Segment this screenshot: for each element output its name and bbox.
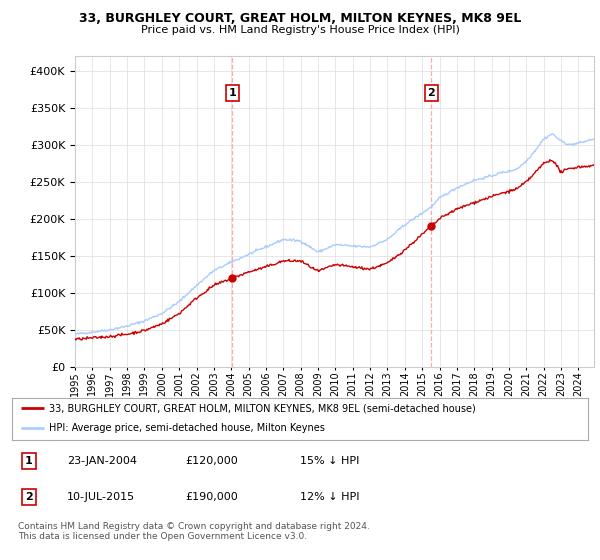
Text: 1: 1 [229,88,236,98]
Text: 12% ↓ HPI: 12% ↓ HPI [300,492,359,502]
Text: Contains HM Land Registry data © Crown copyright and database right 2024.
This d: Contains HM Land Registry data © Crown c… [18,522,370,542]
Text: Price paid vs. HM Land Registry's House Price Index (HPI): Price paid vs. HM Land Registry's House … [140,25,460,35]
Text: 15% ↓ HPI: 15% ↓ HPI [300,456,359,466]
Text: 10-JUL-2015: 10-JUL-2015 [67,492,135,502]
Text: 23-JAN-2004: 23-JAN-2004 [67,456,137,466]
Text: 2: 2 [25,492,32,502]
Text: HPI: Average price, semi-detached house, Milton Keynes: HPI: Average price, semi-detached house,… [49,423,325,433]
Text: 2: 2 [427,88,435,98]
Text: £120,000: £120,000 [185,456,238,466]
Text: 33, BURGHLEY COURT, GREAT HOLM, MILTON KEYNES, MK8 9EL (semi-detached house): 33, BURGHLEY COURT, GREAT HOLM, MILTON K… [49,403,476,413]
Text: £190,000: £190,000 [185,492,238,502]
Text: 33, BURGHLEY COURT, GREAT HOLM, MILTON KEYNES, MK8 9EL: 33, BURGHLEY COURT, GREAT HOLM, MILTON K… [79,12,521,25]
Text: 1: 1 [25,456,32,466]
